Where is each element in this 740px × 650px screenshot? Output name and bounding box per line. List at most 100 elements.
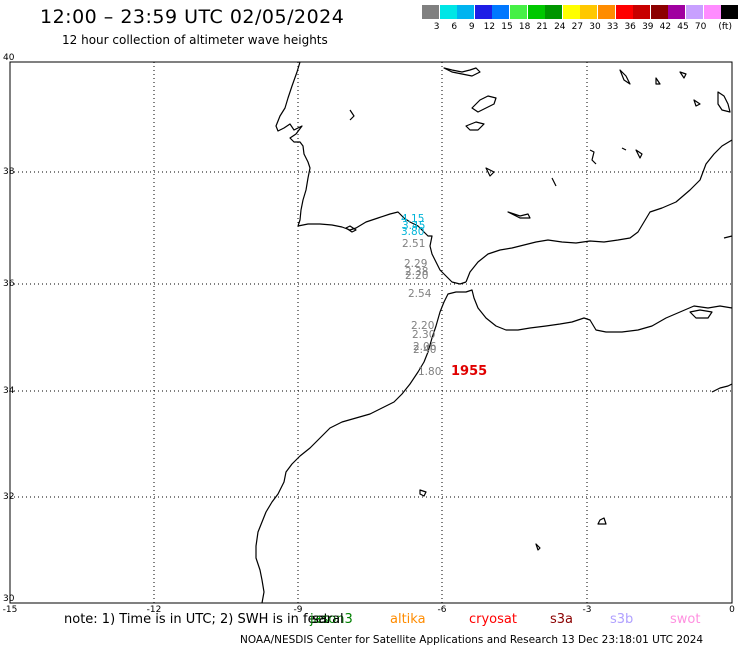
y-tick-label: 30 — [3, 594, 15, 604]
coast-island — [635, 149, 643, 159]
coast-spain-med — [465, 139, 733, 283]
satellite-name: cryosat — [469, 612, 517, 627]
legend-swatch — [580, 5, 598, 19]
legend-label: 18 — [518, 22, 531, 32]
legend-label: 45 — [677, 22, 689, 32]
y-tick-label: 40 — [3, 53, 15, 63]
legend-swatch — [510, 5, 527, 19]
legend-swatch — [492, 5, 510, 19]
x-tick-label: -6 — [438, 605, 447, 615]
coast-island — [717, 91, 731, 113]
y-tick-label: 36 — [3, 279, 15, 289]
legend-label: 33 — [606, 22, 619, 32]
x-tick-label: -3 — [583, 605, 592, 615]
coast-island — [589, 149, 597, 165]
satellite-name: jason3 — [310, 612, 353, 627]
wave-label: 3.45 — [402, 220, 425, 232]
legend-swatch — [457, 5, 475, 19]
legend-label: 9 — [468, 22, 475, 32]
wave-label: 1.80 — [418, 366, 441, 378]
y-axis: 40 38 36 34 32 30 — [3, 53, 15, 604]
coast-island — [471, 95, 497, 113]
y-tick-label: 38 — [3, 167, 15, 177]
x-tick-label: -15 — [3, 605, 18, 615]
satellite-name: saral — [312, 612, 344, 627]
map-frame — [9, 61, 733, 604]
legend-label: 70 — [694, 22, 707, 32]
coast-island — [507, 211, 531, 219]
coast-portugal — [275, 61, 311, 227]
coast-island — [655, 77, 661, 85]
wave-labels: 4.15 3.45 3.80 2.51 2.29 2.38 2.20 2.54 … — [401, 213, 441, 378]
page-title: 12:00 – 23:59 UTC 02/05/2024 — [40, 6, 345, 28]
pass-time-label: 1955 — [451, 364, 487, 379]
wave-label: 2.20 — [405, 270, 428, 282]
wave-label: 2.51 — [402, 238, 425, 250]
satellite-key: jason3 saral altika cryosat s3a s3b swot — [0, 612, 740, 632]
legend-swatch — [562, 5, 580, 19]
coast-island — [619, 69, 631, 85]
legend-label: 3 — [433, 22, 440, 32]
coast-island — [679, 71, 687, 79]
y-tick-label: 32 — [3, 492, 14, 502]
legend-swatch — [439, 5, 457, 19]
legend-swatch — [598, 5, 615, 19]
legend-unit: (ft) — [718, 22, 732, 32]
coast-island — [693, 99, 701, 107]
x-tick-label: -12 — [147, 605, 162, 615]
coast-island — [485, 167, 495, 177]
satellite-name: altika — [390, 612, 426, 627]
legend-swatch — [650, 5, 668, 19]
coast-island — [465, 121, 485, 131]
legend-swatch — [686, 5, 703, 19]
satellite-name: swot — [670, 612, 701, 627]
coast-island — [349, 109, 355, 121]
coast-island — [597, 517, 607, 525]
coast-island — [443, 67, 481, 77]
wave-label: 4.15 — [401, 213, 424, 225]
grid-lines — [10, 62, 732, 603]
coast-algarve — [297, 211, 467, 285]
wave-label: 2.06 — [413, 341, 437, 353]
legend-label: 39 — [642, 22, 654, 32]
wave-label: 2.29 — [404, 258, 427, 270]
coast-north-africa — [255, 289, 733, 604]
legend-swatch — [545, 5, 563, 19]
legend-label: 36 — [624, 22, 636, 32]
coast-island — [551, 177, 557, 187]
legend-label: 24 — [554, 22, 566, 32]
legend-swatch — [474, 5, 492, 19]
legend-label: 42 — [659, 22, 672, 32]
legend-swatch — [721, 5, 739, 19]
legend-swatch — [527, 5, 545, 19]
y-tick-label: 34 — [3, 386, 15, 396]
legend-swatch — [703, 5, 721, 19]
wave-label: 2.30 — [412, 329, 435, 341]
coast-island — [711, 383, 733, 393]
coast-island — [723, 235, 733, 239]
legend-label: 6 — [451, 22, 458, 32]
legend-swatch — [422, 5, 439, 19]
coast-island — [419, 489, 427, 497]
satellite-name: s3a — [550, 612, 574, 627]
x-tick-label: 0 — [729, 605, 735, 615]
coast-island — [621, 147, 627, 151]
wave-label: 2.54 — [408, 288, 432, 300]
coast-island — [535, 543, 541, 551]
coastline — [255, 61, 733, 604]
legend-swatch — [668, 5, 686, 19]
legend-label: 30 — [589, 22, 601, 32]
credit-line: NOAA/NESDIS Center for Satellite Applica… — [240, 634, 704, 646]
legend-label: 12 — [483, 22, 496, 32]
wave-label: 2.38 — [405, 266, 428, 278]
wave-label: 2.20 — [411, 320, 434, 332]
satellite-name: s3b — [610, 612, 634, 627]
legend-label: 27 — [571, 22, 584, 32]
wave-label: 2.40 — [413, 344, 436, 356]
footer-note: note: 1) Time is in UTC; 2) SWH is in fe… — [64, 612, 329, 627]
coast-island — [689, 309, 713, 319]
legend-label: 15 — [501, 22, 513, 32]
legend-label: 21 — [536, 22, 548, 32]
legend-swatch — [615, 5, 633, 19]
